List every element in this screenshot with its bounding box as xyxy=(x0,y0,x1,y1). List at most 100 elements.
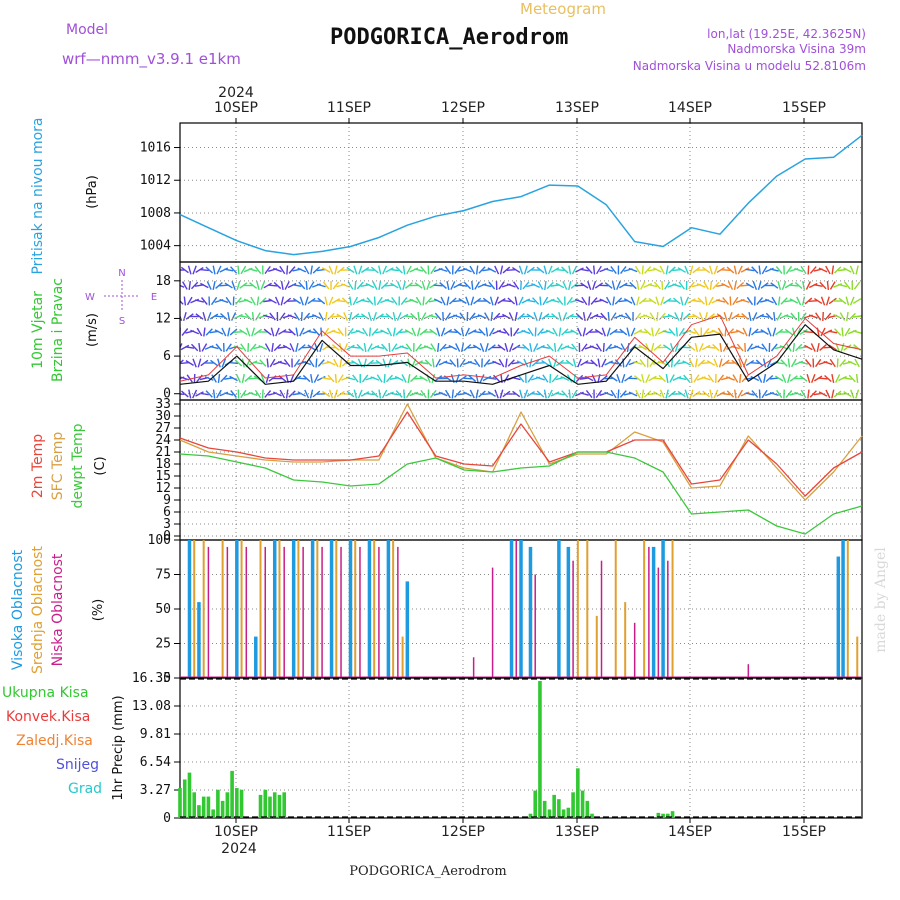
wind-arrow xyxy=(703,281,710,290)
wind-arrow xyxy=(203,327,206,337)
wind-arrow xyxy=(431,373,436,384)
cloud-bar-0 xyxy=(557,540,561,678)
wind-arrow xyxy=(849,265,855,275)
wind-arrow xyxy=(514,311,518,322)
wind-arrow xyxy=(740,391,750,397)
precip-bar xyxy=(533,790,538,818)
wind-arrow xyxy=(693,374,700,383)
wind-arrow xyxy=(308,358,315,368)
wind-arrow xyxy=(391,343,398,352)
wind-arrow xyxy=(667,313,677,320)
wind-arrow xyxy=(711,298,721,304)
wind-arrow xyxy=(526,391,535,397)
wind-arrow xyxy=(419,375,428,382)
wind-arrow xyxy=(539,296,542,306)
wind-arrow xyxy=(410,374,418,383)
wind-arrow xyxy=(404,315,414,318)
wind-ytick-label: 18 xyxy=(155,274,171,289)
wind-arrow xyxy=(751,266,759,274)
wind-arrow xyxy=(288,266,296,274)
wind-arrow xyxy=(818,267,828,273)
model-elevation-text: Nadmorska Visina u modelu 52.8106m xyxy=(633,59,866,73)
wind-arrow xyxy=(610,265,617,275)
wind-arrow xyxy=(405,343,413,352)
wind-arrow xyxy=(677,376,687,381)
wind-arrow xyxy=(686,330,697,334)
wind-arrow xyxy=(653,281,661,290)
wind-arrow xyxy=(635,389,641,399)
wind-arrow xyxy=(235,374,241,383)
wind-arrow xyxy=(214,315,224,318)
cloud-bar-1 xyxy=(373,540,376,678)
wind-arrow xyxy=(399,330,409,334)
wind-arrow xyxy=(484,342,489,353)
wind-arrow xyxy=(395,390,403,398)
wind-arrow xyxy=(399,345,409,350)
wind-arrow xyxy=(419,361,429,365)
wind-arrow xyxy=(828,297,837,305)
top-tick-label: 14SEP xyxy=(668,100,712,116)
wind-arrow xyxy=(499,265,504,275)
wind-arrow xyxy=(614,297,623,305)
wind-arrow xyxy=(542,296,549,306)
wind-arrow xyxy=(279,389,286,399)
wind-arrow xyxy=(529,358,533,368)
wind-arrow xyxy=(219,298,229,304)
wind-arrow xyxy=(511,266,521,274)
wind-arrow xyxy=(550,299,560,303)
wind-arrow xyxy=(249,343,257,352)
wind-arrow xyxy=(339,358,343,368)
compass-letter: N xyxy=(118,268,125,279)
wind-arrow xyxy=(702,390,711,398)
wind-arrow xyxy=(484,312,490,321)
wind-arrow xyxy=(385,267,394,273)
wind-arrow xyxy=(415,343,423,352)
precip-bar xyxy=(566,807,571,818)
wind-arrow xyxy=(820,296,826,306)
wind-arrow xyxy=(180,393,185,396)
wind-arrow xyxy=(453,282,462,289)
wind-arrow xyxy=(324,311,328,322)
wind-arrow xyxy=(634,265,641,275)
wind-arrow xyxy=(310,373,313,384)
wind-arrow xyxy=(688,281,695,290)
wind-arrow xyxy=(212,280,216,291)
wind-arrow xyxy=(604,282,613,289)
wind-arrow xyxy=(351,360,360,366)
wind-arrow xyxy=(616,281,621,290)
cloud-bar-0 xyxy=(272,540,277,678)
wind-arrow xyxy=(372,281,378,290)
pressure-label: Pritisak na nivou mora xyxy=(30,117,46,274)
wind-arrow xyxy=(433,284,443,287)
wind-arrow xyxy=(224,268,234,272)
wind-arrow xyxy=(370,344,380,351)
wind-arrow xyxy=(769,268,779,272)
wind-arrow xyxy=(537,281,544,290)
wind-arrow xyxy=(825,389,831,399)
watermark: made by Angel xyxy=(873,547,889,653)
wind-arrow xyxy=(224,282,233,289)
wind-arrow xyxy=(315,358,318,368)
wind-arrow xyxy=(258,345,268,350)
wind-arrow xyxy=(653,344,662,351)
wind-arrow xyxy=(638,297,647,305)
cloud-bar-0 xyxy=(197,602,201,678)
wind-arrow xyxy=(444,312,452,321)
wind-arrow xyxy=(843,344,852,351)
wind-arrow xyxy=(601,327,606,337)
wind-arrow xyxy=(654,327,661,337)
wind-arrow xyxy=(417,311,421,322)
wind-arrow xyxy=(704,311,708,322)
meteogram-label: Meteogram xyxy=(520,0,606,18)
precip-ytick-label: 13.08 xyxy=(132,699,171,714)
wind-arrow xyxy=(209,345,219,350)
wind-arrow xyxy=(470,296,475,306)
wind-arrow xyxy=(502,266,511,274)
wind-arrow xyxy=(623,284,633,287)
wind-arrow xyxy=(686,315,697,318)
wind-arrow xyxy=(521,315,531,318)
wind-arrow xyxy=(745,392,755,396)
wind-arrow xyxy=(198,342,201,353)
wind-arrow xyxy=(475,389,479,399)
wind-arrow xyxy=(416,327,421,337)
